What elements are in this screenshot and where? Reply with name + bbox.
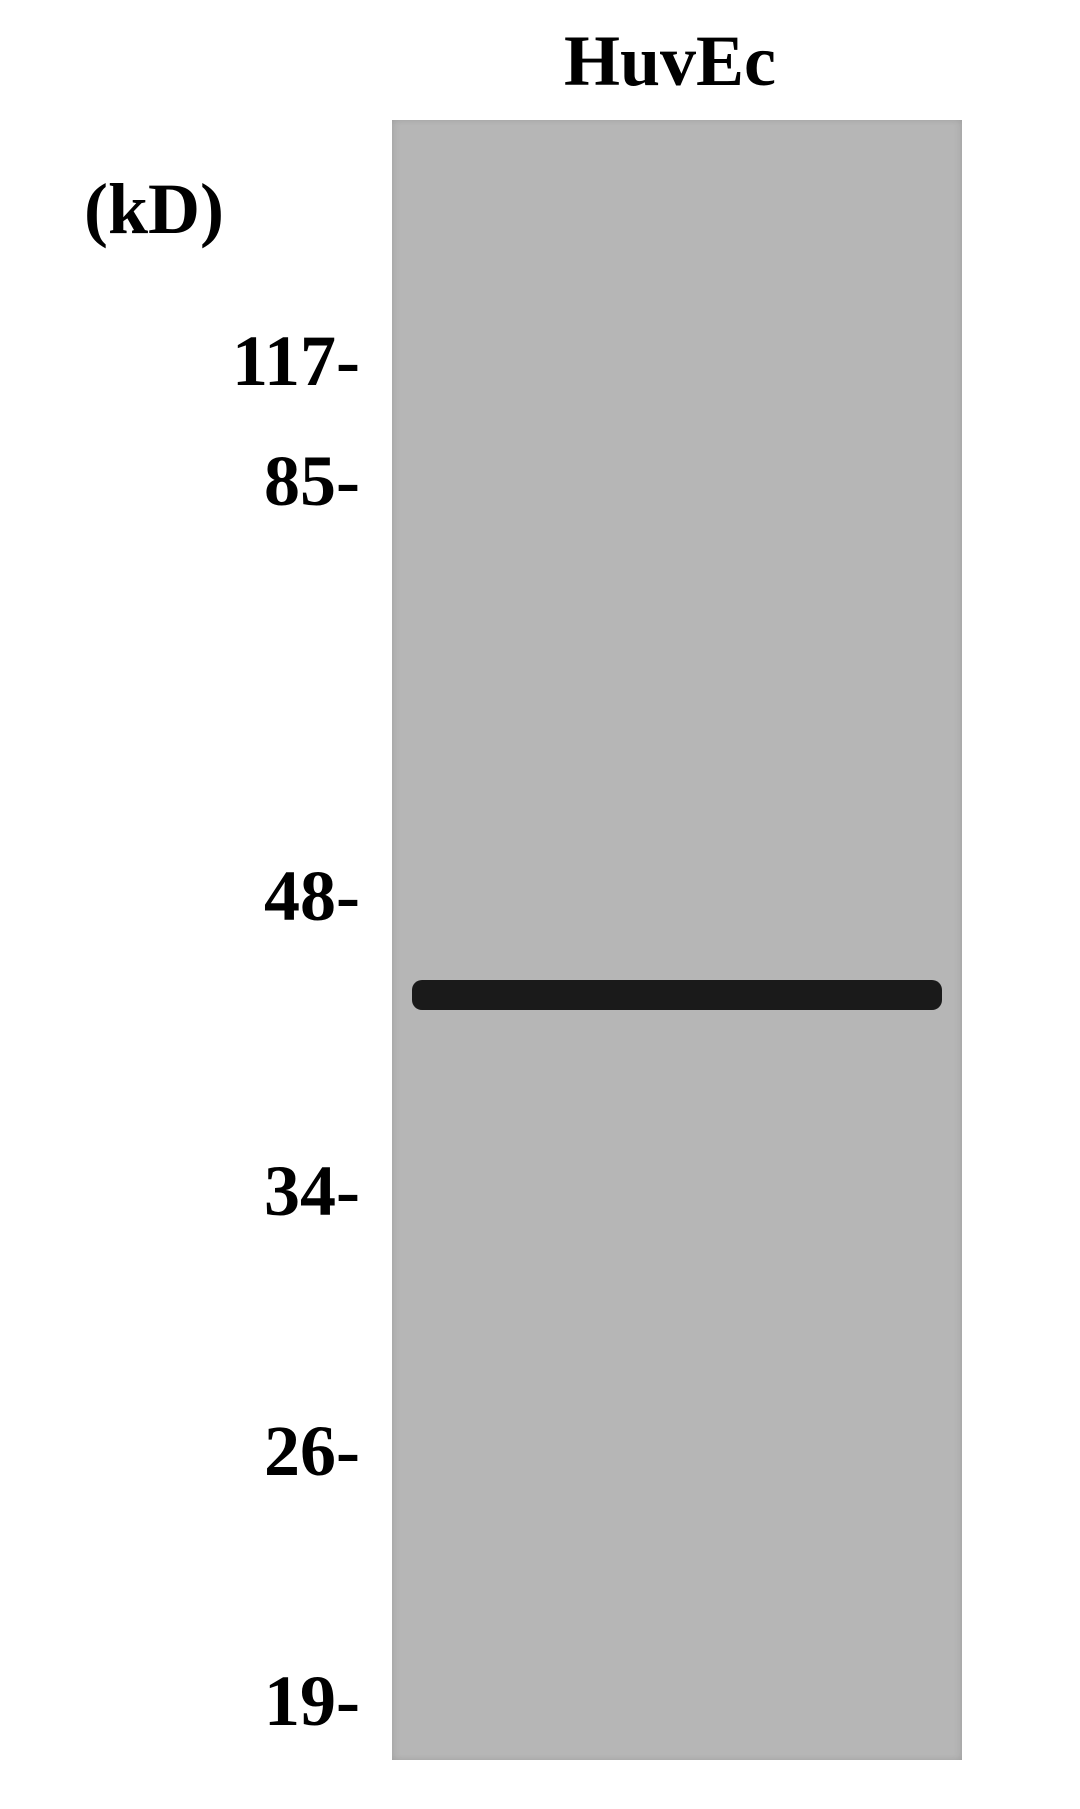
lane-label-huvec: HuvEc [530,20,810,103]
mw-marker-48: 48- [0,855,360,938]
band-42 [412,980,942,1010]
mw-marker-85: 85- [0,440,360,523]
blot-lane [392,120,962,1760]
unit-label-kd: (kD) [84,168,224,251]
mw-marker-26: 26- [0,1410,360,1493]
mw-marker-117: 117- [0,320,360,403]
mw-marker-34: 34- [0,1150,360,1233]
mw-marker-19: 19- [0,1660,360,1743]
